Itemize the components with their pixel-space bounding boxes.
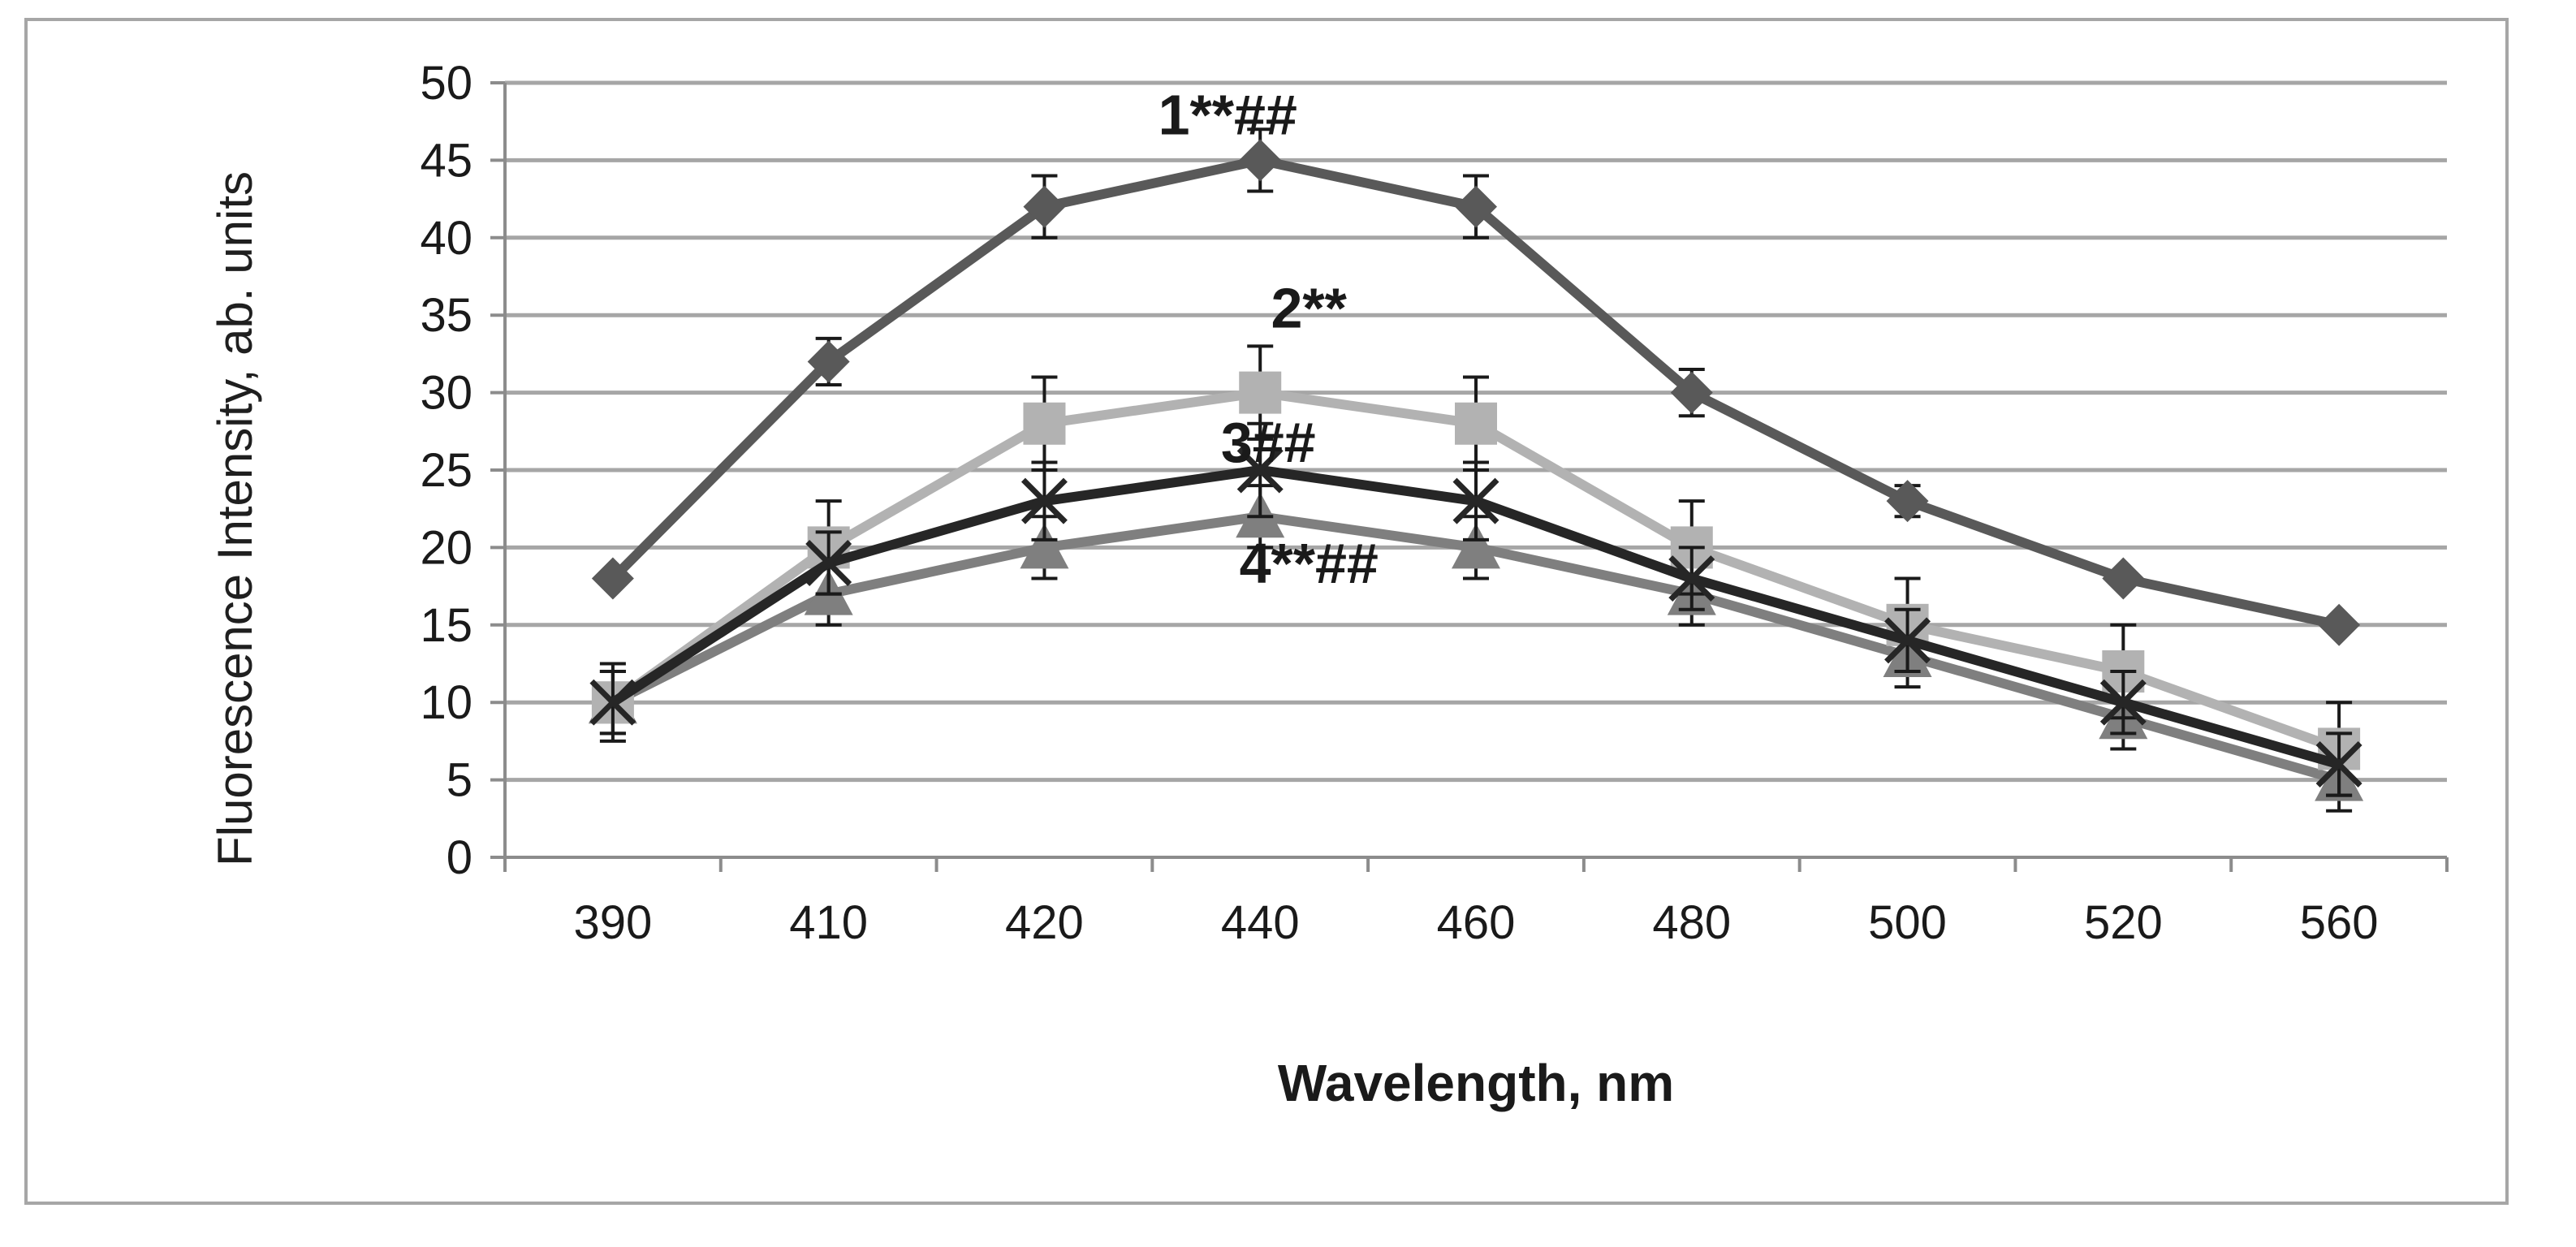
series-1-point — [2102, 557, 2145, 600]
series-1-point — [2318, 603, 2361, 646]
y-tick-label: 30 — [420, 367, 472, 420]
series-2-point — [1239, 371, 1282, 414]
x-axis-title: Wavelength, nm — [1278, 1054, 1674, 1112]
series-3-point — [1020, 477, 1068, 524]
y-tick-label: 40 — [420, 212, 472, 265]
x-tick-label: 560 — [2300, 896, 2379, 949]
curve-label-4: 4**## — [1240, 532, 1379, 595]
y-tick-label: 15 — [420, 599, 472, 652]
series-3-point — [1668, 555, 1715, 602]
y-axis-title: Fluorescence Intensity, ab. units — [208, 171, 262, 866]
x-tick-label: 440 — [1221, 896, 1300, 949]
series-3-point — [2315, 741, 2362, 787]
curve-label-3: 3## — [1221, 411, 1316, 474]
fluorescence-line-chart: 0 5 10 15 20 25 30 35 40 45 50 390 410 420 440 460 480 50… — [208, 57, 2449, 1112]
series-2-point — [1455, 402, 1497, 445]
series-3-point — [805, 540, 852, 586]
curve-label-2: 2** — [1271, 277, 1348, 340]
y-tick-label: 35 — [420, 289, 472, 342]
x-tick-label: 460 — [1437, 896, 1516, 949]
series-1-point — [807, 340, 850, 383]
x-tick-label: 410 — [789, 896, 868, 949]
series-1-point — [1455, 185, 1497, 228]
series-3-point — [1884, 617, 1931, 664]
series-4-point — [1020, 523, 1069, 569]
x-tick-label: 500 — [1868, 896, 1947, 949]
series-1-point — [591, 557, 634, 600]
x-tick-label: 390 — [573, 896, 652, 949]
y-tick-label: 50 — [420, 57, 472, 110]
x-tick-label: 480 — [1652, 896, 1731, 949]
series-1-point — [1239, 139, 1282, 182]
y-tick-label: 5 — [447, 754, 472, 807]
series-1-point — [1023, 185, 1066, 228]
y-tick-label: 0 — [447, 831, 472, 884]
x-tick-label: 420 — [1005, 896, 1084, 949]
series-3-point — [1236, 447, 1284, 494]
series-3-point — [589, 679, 636, 726]
series-3-point — [1452, 477, 1499, 524]
y-tick-label: 45 — [420, 134, 472, 187]
x-tick-label: 520 — [2084, 896, 2163, 949]
series-3-point — [2099, 679, 2147, 726]
series-1-point — [1886, 480, 1929, 523]
y-tick-label: 10 — [420, 676, 472, 729]
chart-frame: 0 5 10 15 20 25 30 35 40 45 50 390 410 420 440 460 480 50… — [24, 18, 2509, 1205]
series-2-point — [1023, 402, 1066, 445]
series-4-point — [1452, 523, 1500, 569]
y-tick-label: 25 — [420, 444, 472, 497]
curve-label-1: 1**## — [1159, 83, 1297, 146]
series-1-point — [1670, 371, 1713, 414]
y-tick-label: 20 — [420, 521, 472, 574]
